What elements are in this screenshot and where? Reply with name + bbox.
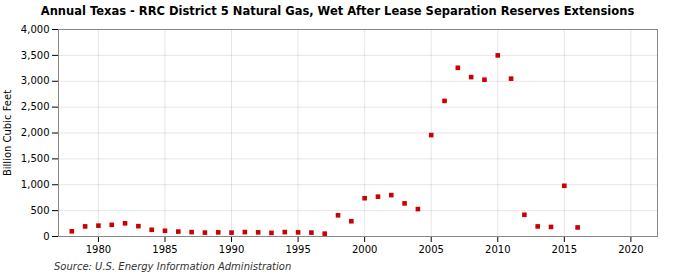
svg-text:1,500: 1,500: [21, 153, 50, 164]
svg-text:2,500: 2,500: [21, 101, 50, 112]
svg-text:1990: 1990: [219, 244, 244, 255]
svg-text:2005: 2005: [418, 244, 443, 255]
svg-text:2010: 2010: [485, 244, 510, 255]
svg-text:2000: 2000: [352, 244, 377, 255]
svg-text:3,500: 3,500: [21, 50, 50, 61]
svg-text:2,000: 2,000: [21, 127, 50, 138]
svg-text:500: 500: [30, 205, 49, 216]
svg-text:1985: 1985: [152, 244, 177, 255]
svg-text:3,000: 3,000: [21, 75, 50, 86]
svg-text:2020: 2020: [618, 244, 643, 255]
svg-text:0: 0: [43, 231, 49, 242]
html-text:Source: U.S. Energy Informatio: Source: U.S. Energy Information Administ…: [54, 261, 292, 272]
svg-text:2015: 2015: [552, 244, 577, 255]
html-text:Annual Texas - RRC District 5: Annual Texas - RRC District 5 Natural Ga…: [40, 4, 635, 18]
svg-text:1,000: 1,000: [21, 179, 50, 190]
svg-text:4,000: 4,000: [21, 24, 50, 35]
svg-text:Billion Cubic Feet: Billion Cubic Feet: [2, 90, 13, 176]
svg-text:1980: 1980: [86, 244, 111, 255]
svg-text:1995: 1995: [285, 244, 310, 255]
